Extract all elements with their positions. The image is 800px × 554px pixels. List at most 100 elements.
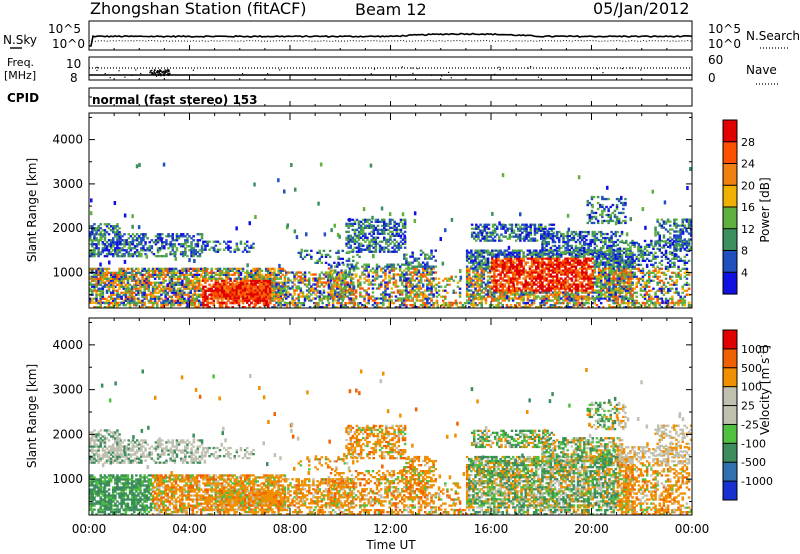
power-cell: [277, 269, 280, 272]
power-cell: [541, 295, 544, 298]
power-cell: [347, 240, 350, 243]
power-cell: [322, 249, 326, 252]
power-cell: [364, 232, 367, 235]
power-cell: [218, 283, 222, 286]
power-cell: [482, 263, 486, 266]
power-cell: [208, 240, 211, 243]
power-cell: [465, 295, 469, 298]
power-cell: [109, 239, 113, 242]
power-cell: [562, 281, 565, 284]
power-cell: [616, 289, 620, 292]
power-cell: [89, 269, 92, 272]
power-cell: [163, 255, 166, 258]
power-cell: [387, 222, 390, 225]
power-cell: [480, 253, 483, 256]
power-cell: [430, 267, 433, 270]
power-cell: [493, 299, 496, 302]
power-cell: [297, 279, 300, 282]
power-cell: [223, 295, 226, 298]
power-cell: [439, 295, 443, 298]
power-cell: [395, 230, 398, 233]
freq-unit-label: [MHz]: [4, 69, 36, 82]
power-cell: [210, 295, 213, 298]
power-cell: [511, 289, 515, 292]
power-cell: [229, 289, 232, 292]
power-cell: [279, 289, 282, 292]
power-cell: [524, 271, 527, 274]
power-cell: [223, 248, 226, 251]
power-cell: [382, 295, 385, 298]
power-cell: [501, 269, 504, 272]
power-cell: [179, 293, 182, 296]
power-cell: [631, 259, 634, 262]
power-cell: [392, 263, 396, 266]
power-cell: [350, 263, 354, 266]
power-cell: [562, 271, 565, 274]
power-cell: [174, 299, 178, 302]
power-cell: [518, 259, 521, 262]
power-cell: [160, 289, 163, 292]
power-cell: [154, 235, 158, 238]
power-cell: [629, 269, 632, 272]
power-cell: [629, 287, 632, 290]
power-cell: [528, 283, 532, 286]
power-cell: [269, 293, 272, 296]
power-cell: [329, 289, 333, 292]
power-cell: [401, 226, 405, 229]
power-cell: [486, 279, 490, 282]
power-cell: [484, 265, 488, 268]
power-cell: [505, 249, 509, 252]
power-cell: [216, 269, 220, 272]
power-cell: [258, 285, 262, 288]
power-cell: [231, 283, 234, 286]
power-cell: [426, 279, 429, 282]
power-cell: [267, 291, 270, 294]
power-cell: [225, 269, 228, 272]
power-cell: [107, 271, 111, 274]
power-cell: [312, 291, 315, 294]
power-cell: [374, 220, 378, 223]
power-cell: [631, 261, 634, 264]
power-cell: [572, 265, 576, 268]
power-cell: [564, 281, 567, 284]
power-cell: [160, 269, 163, 272]
power-cell: [256, 277, 259, 280]
power-cell: [509, 269, 513, 272]
power-cell: [612, 281, 615, 284]
power-cell: [421, 291, 425, 294]
power-cell: [173, 239, 177, 242]
power-cell: [254, 267, 257, 270]
power-cell: [91, 297, 94, 300]
power-cell: [488, 291, 492, 294]
power-cell: [434, 289, 437, 292]
power-cell: [545, 277, 548, 280]
power-cell: [376, 218, 380, 221]
power-cell: [359, 226, 363, 229]
power-cell: [424, 289, 427, 292]
power-cell: [183, 267, 186, 270]
power-cell: [398, 267, 402, 270]
power-cell: [574, 283, 578, 286]
power-cell: [318, 279, 321, 282]
power-cell: [450, 277, 453, 280]
power-cell: [482, 297, 486, 300]
power-cell: [183, 297, 186, 300]
power-cell: [101, 243, 105, 246]
power-cell: [103, 233, 107, 236]
power-cell: [428, 297, 431, 300]
power-cell: [289, 293, 292, 296]
power-cell: [210, 297, 213, 300]
power-cell: [204, 281, 207, 284]
power-cell: [478, 283, 481, 286]
power-cell: [578, 261, 582, 264]
power-cell: [522, 299, 525, 302]
power-cell: [372, 238, 375, 241]
power-cell: [468, 275, 471, 278]
power-cell: [511, 281, 515, 284]
power-cell: [411, 255, 414, 258]
power-cell: [351, 248, 355, 251]
power-cell: [593, 267, 597, 270]
power-cell: [231, 293, 234, 296]
power-cell: [262, 295, 266, 298]
power-cell: [109, 245, 113, 248]
